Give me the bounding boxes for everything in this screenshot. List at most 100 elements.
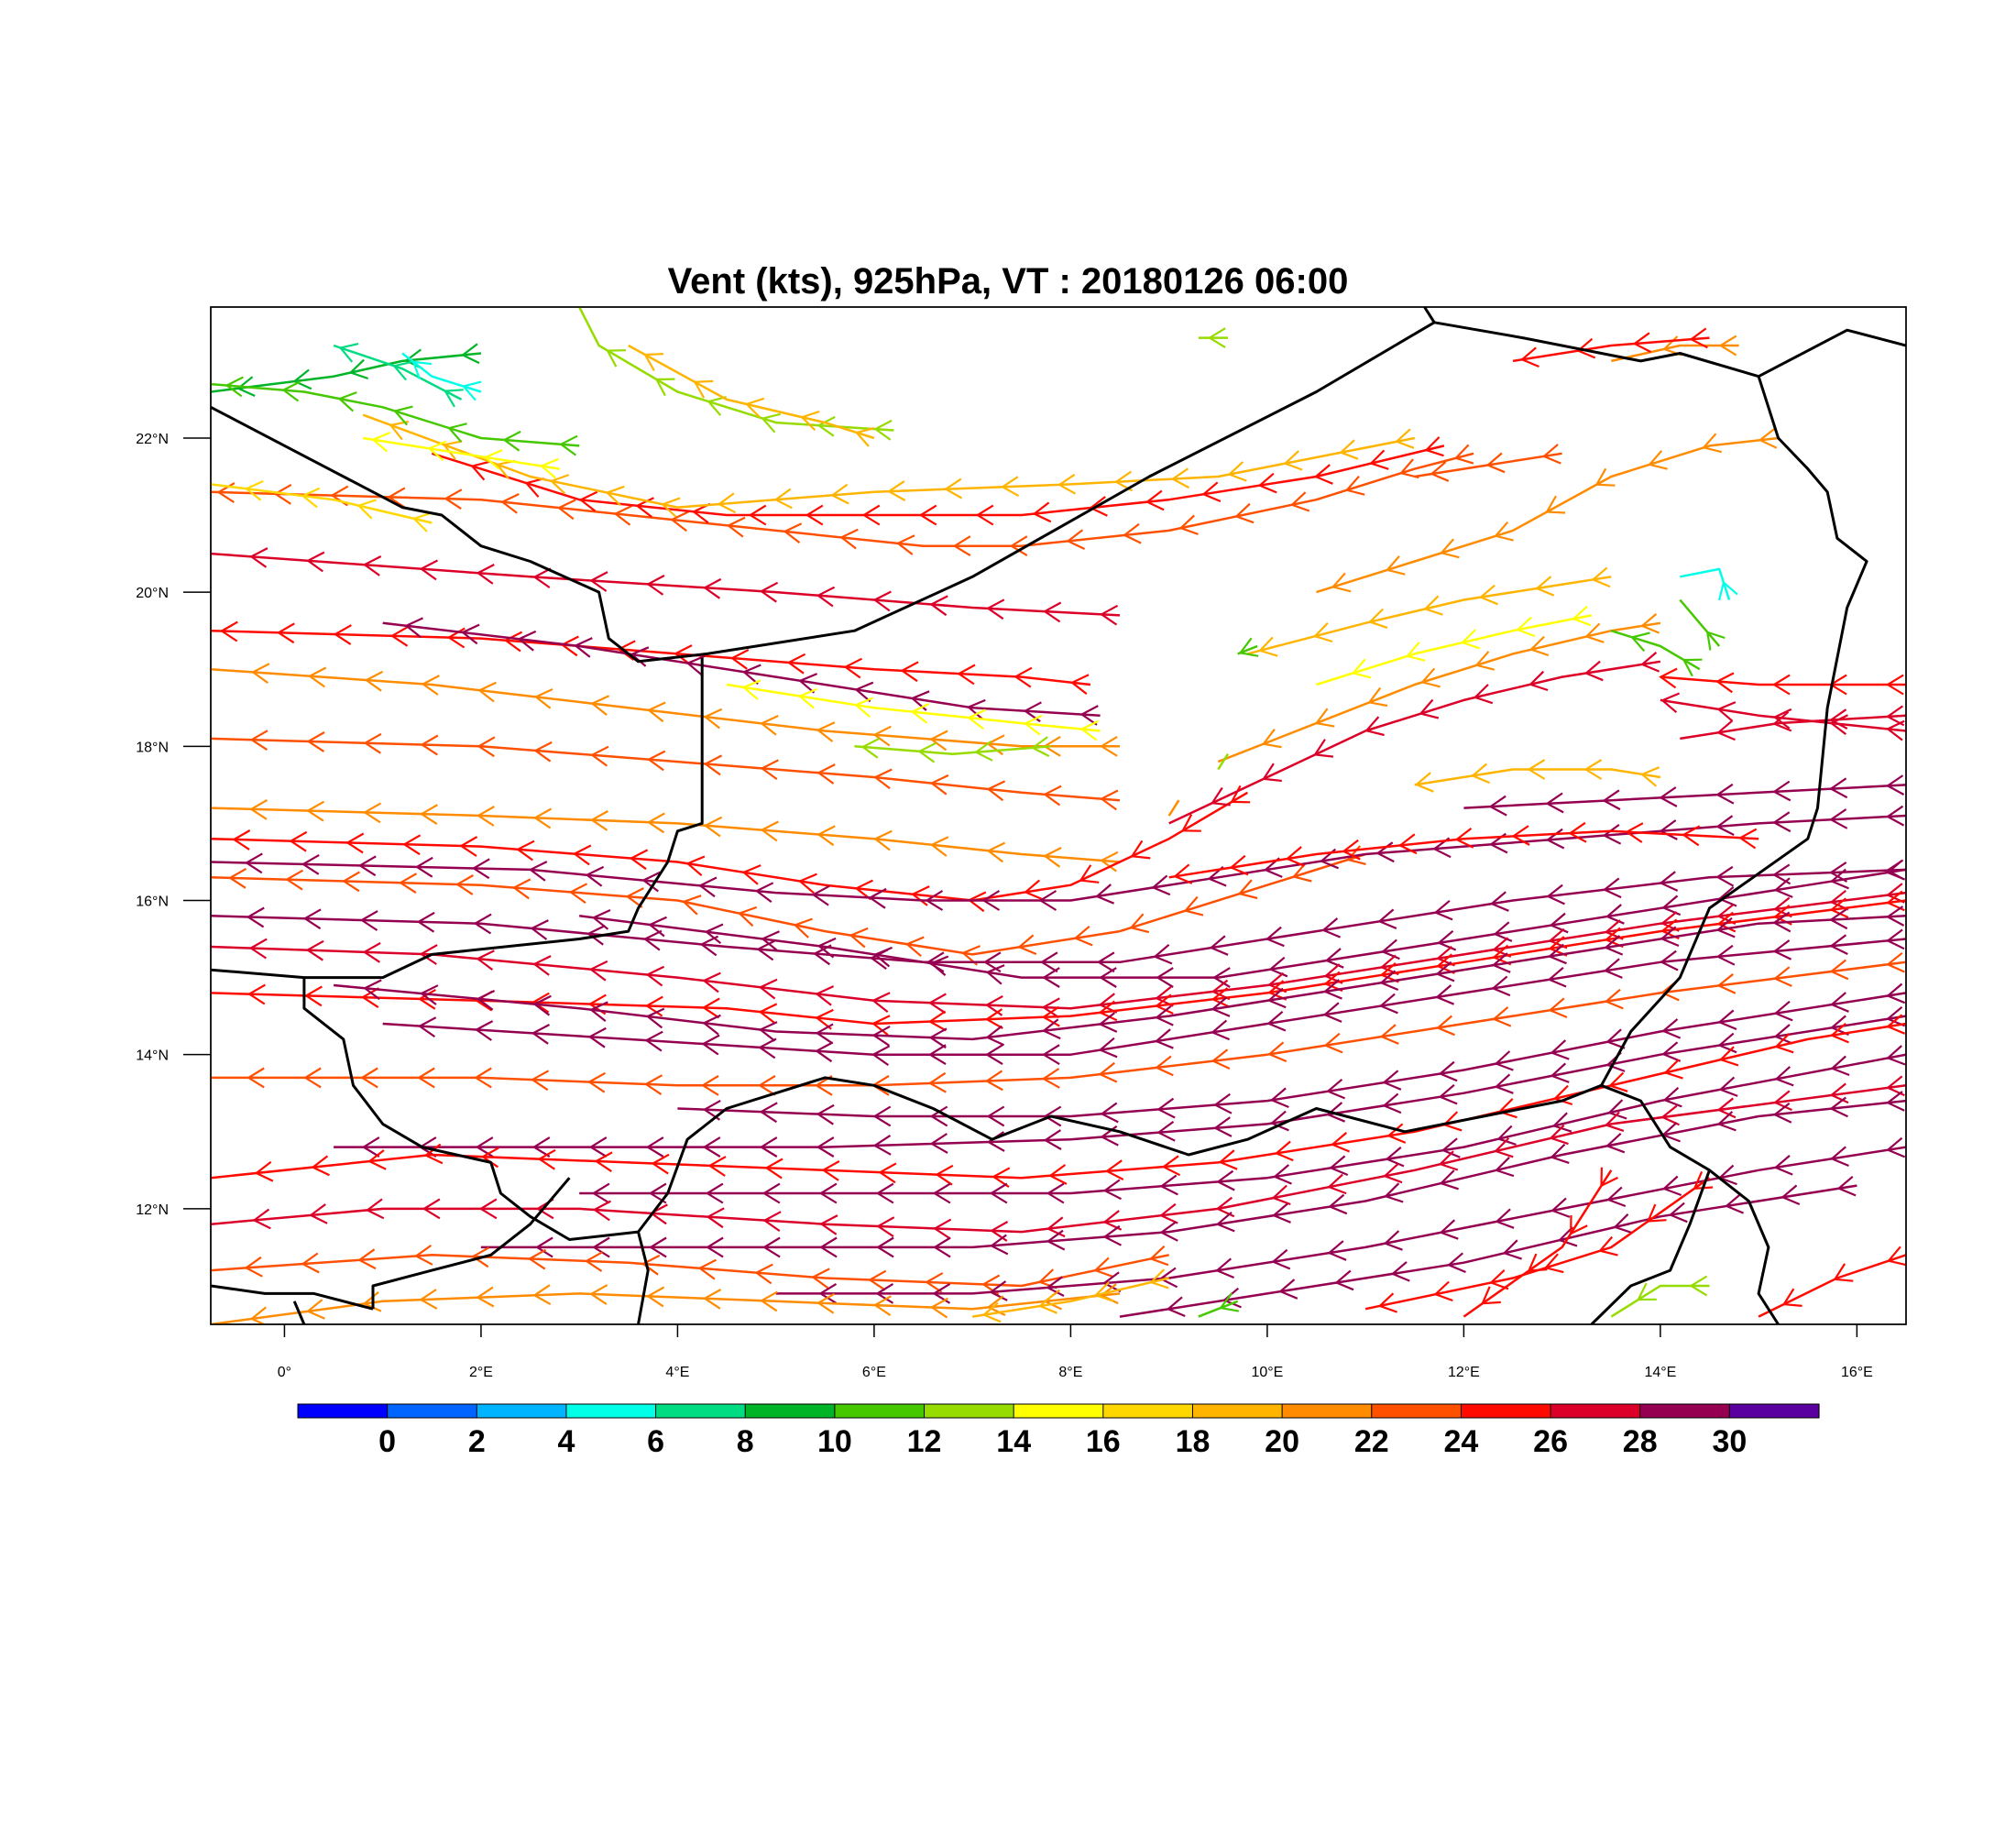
wind-arrow — [474, 1067, 492, 1089]
wind-arrow — [1772, 708, 1792, 730]
wind-arrow — [306, 731, 325, 752]
wind-arrow — [1313, 739, 1334, 758]
wind-arrow — [248, 938, 268, 960]
streamline — [211, 899, 1906, 1026]
wind-arrow — [1886, 883, 1905, 904]
y-tick-label: 12°N — [136, 1202, 169, 1218]
wind-arrow — [476, 949, 495, 971]
wind-arrow — [476, 990, 496, 1011]
wind-arrow — [1098, 1012, 1118, 1033]
wind-arrow — [984, 1008, 1003, 1029]
wind-arrow — [748, 504, 767, 526]
wind-arrow — [1367, 608, 1388, 629]
wind-arrow — [1549, 1124, 1569, 1146]
wind-arrow — [1545, 792, 1564, 814]
wind-arrow — [392, 360, 412, 381]
wind-arrow — [1267, 980, 1287, 1001]
wind-arrow — [698, 876, 718, 898]
wind-arrow — [1283, 450, 1303, 471]
wind-arrow — [1430, 461, 1450, 482]
streamline — [211, 452, 1474, 547]
wind-arrow — [933, 1218, 952, 1240]
colorbar-label: 12 — [907, 1424, 942, 1459]
wind-arrow — [1433, 1280, 1453, 1302]
wind-arrow — [1772, 939, 1792, 960]
wind-arrow — [1043, 1129, 1062, 1150]
wind-arrow — [1326, 1078, 1346, 1100]
wind-arrow — [1042, 967, 1060, 988]
streamline — [1217, 753, 1230, 771]
streamline — [334, 1015, 1906, 1148]
x-tick-label: 14°E — [1644, 1365, 1676, 1380]
longitude-axis: 0° 2°E 4°E 6°E 8°E 10°E 12°E 14°E 16°E — [278, 1324, 1873, 1380]
wind-arrow — [925, 1272, 944, 1293]
wind-arrow — [967, 708, 986, 730]
streamline — [211, 483, 433, 524]
wind-arrow — [878, 1162, 897, 1184]
wind-arrow — [1382, 1092, 1402, 1114]
wind-arrow — [254, 1160, 274, 1182]
wind-arrow — [1041, 1044, 1060, 1066]
wind-arrow — [1715, 672, 1735, 694]
wind-arrow — [871, 1025, 891, 1047]
wind-arrow — [758, 1003, 778, 1025]
wind-arrow — [986, 1105, 1005, 1127]
wind-arrow — [1519, 346, 1539, 368]
wind-arrow — [404, 617, 423, 639]
streamline — [1316, 436, 1779, 594]
wind-arrow — [761, 412, 781, 434]
wind-arrow — [1313, 464, 1333, 485]
wind-arrow — [1546, 884, 1565, 906]
wind-arrow — [1037, 1293, 1057, 1314]
wind-arrow — [1183, 895, 1204, 916]
wind-arrow — [1057, 473, 1077, 495]
streamline — [1463, 1169, 1613, 1318]
wind-arrow — [1101, 1271, 1122, 1293]
wind-arrow — [1829, 868, 1849, 890]
wind-arrow — [1488, 795, 1507, 817]
wind-arrow — [760, 820, 779, 842]
wind-arrow — [1661, 1175, 1682, 1197]
wind-arrow — [1158, 1267, 1178, 1289]
wind-arrow — [1383, 1230, 1403, 1251]
y-tick-label: 18°N — [136, 740, 169, 755]
wind-arrow — [1423, 595, 1443, 616]
wind-arrow — [1682, 658, 1703, 677]
wind-arrow — [1017, 934, 1037, 956]
streamline — [854, 745, 1052, 755]
wind-arrow — [1156, 1121, 1176, 1142]
wind-arrow — [292, 368, 312, 390]
wind-arrow — [533, 688, 553, 709]
wind-arrow — [1238, 637, 1259, 657]
streamline — [211, 552, 1121, 617]
wind-arrow — [249, 547, 268, 568]
wind-arrow — [1267, 1041, 1287, 1063]
wind-arrow — [1323, 1032, 1343, 1054]
wind-arrow — [225, 376, 244, 398]
wind-arrow — [932, 1236, 951, 1258]
wind-arrow — [1774, 1033, 1794, 1054]
wind-arrow — [1390, 1261, 1410, 1282]
wind-arrow — [1705, 631, 1726, 651]
wind-arrow — [1043, 785, 1062, 807]
x-tick-label: 2°E — [469, 1365, 493, 1380]
streamline — [211, 807, 1121, 863]
wind-arrow — [1342, 839, 1361, 861]
wind-arrow — [1886, 1014, 1906, 1035]
wind-arrow — [759, 1136, 778, 1158]
wind-arrow — [1715, 815, 1735, 836]
wind-arrow — [1271, 1248, 1291, 1270]
wind-arrow — [1079, 719, 1100, 741]
wind-arrow — [761, 930, 780, 951]
wind-arrow — [1527, 1253, 1548, 1272]
wind-arrow — [584, 1251, 603, 1272]
wind-arrow — [1833, 1263, 1854, 1282]
wind-arrow — [1096, 951, 1115, 973]
streamline — [775, 1146, 1906, 1295]
wind-arrow — [530, 919, 549, 940]
wind-arrow — [868, 887, 887, 909]
wind-arrow — [929, 730, 948, 752]
wind-arrow — [421, 675, 440, 696]
wind-arrow — [1668, 1202, 1688, 1224]
wind-arrow — [559, 434, 578, 456]
